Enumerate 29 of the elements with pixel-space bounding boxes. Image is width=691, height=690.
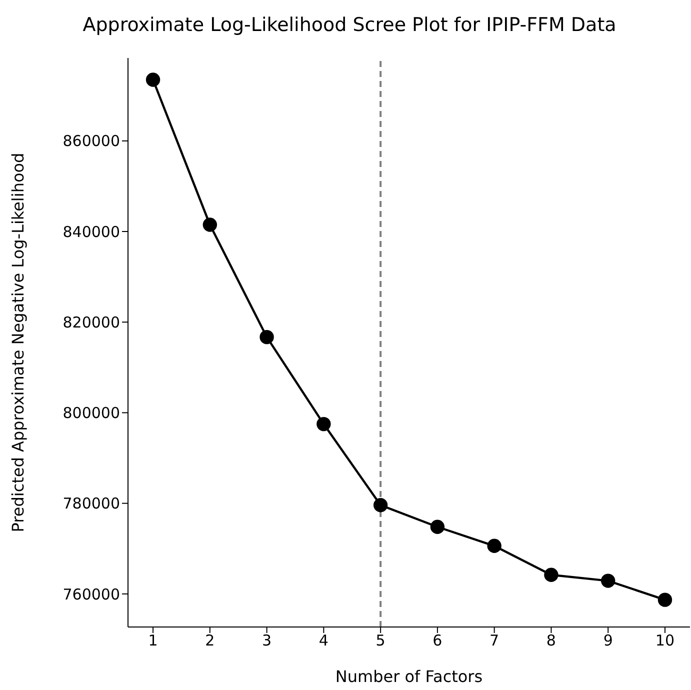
y-tick-label: 760000 bbox=[62, 585, 120, 604]
point bbox=[260, 330, 274, 344]
x-tick-label: 9 bbox=[603, 632, 613, 650]
point bbox=[146, 72, 160, 87]
y-tick-label: 800000 bbox=[62, 404, 120, 422]
x-tick-label: 4 bbox=[318, 632, 328, 650]
y-tick-label: 780000 bbox=[62, 494, 120, 513]
point bbox=[373, 498, 388, 512]
y-tick-label: 840000 bbox=[62, 222, 120, 241]
y-tick-label: 820000 bbox=[62, 313, 120, 332]
x-tick-label: 6 bbox=[432, 632, 442, 650]
point bbox=[658, 592, 672, 607]
y-tick-label: 860000 bbox=[62, 132, 120, 150]
x-tick-label: 8 bbox=[546, 632, 556, 650]
point bbox=[316, 416, 331, 432]
point bbox=[487, 538, 502, 554]
x-axis-title: Number of Factors bbox=[335, 667, 483, 686]
x-tick-label: 7 bbox=[490, 632, 500, 650]
x-tick-label: 10 bbox=[655, 632, 675, 650]
x-tick-label: 5 bbox=[376, 632, 386, 650]
point bbox=[202, 218, 218, 232]
point bbox=[430, 520, 445, 534]
x-tick-label: 2 bbox=[205, 632, 215, 650]
x-tick-label: 1 bbox=[148, 632, 158, 650]
y-axis-title: Predicted Approximate Negative Log-Likelihood bbox=[8, 152, 28, 532]
point bbox=[544, 568, 558, 582]
chart-title: Approximate Log-Likelihood Scree Plot for IPIP-FFM Data bbox=[82, 14, 618, 36]
x-tick-label: 3 bbox=[262, 632, 272, 650]
point bbox=[600, 574, 616, 588]
